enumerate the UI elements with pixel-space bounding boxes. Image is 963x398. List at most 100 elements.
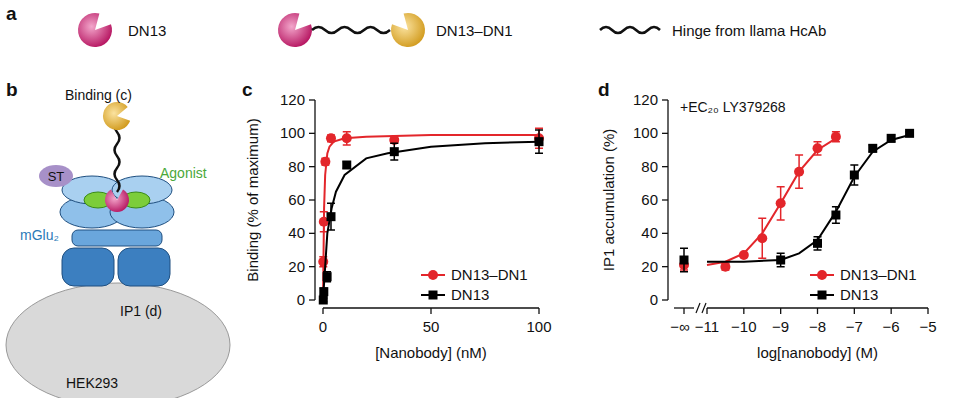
y-axis-label: IP1 accumulation (%) — [600, 129, 617, 272]
diagram-label: IP1 (d) — [120, 303, 162, 319]
receptor-crd — [72, 230, 162, 246]
axis-break — [696, 303, 700, 313]
fit-curve — [323, 142, 539, 300]
x-tick-label: −10 — [731, 318, 756, 335]
data-point — [757, 233, 767, 243]
annotation: +EC₂₀ LY379268 — [680, 99, 786, 115]
nanobody-icon — [105, 190, 129, 212]
hinge-line — [312, 27, 390, 33]
legend-marker — [817, 270, 827, 280]
error-bar — [390, 143, 398, 160]
error-bar — [323, 272, 331, 282]
nanobody-icon — [278, 13, 312, 47]
diagram-label: mGlu₂ — [20, 227, 59, 243]
legend-label: DN13 — [840, 286, 878, 303]
fit-curve — [707, 138, 836, 265]
legend-label: DN13 — [128, 22, 166, 39]
panel-a: DN13 DN13–DN1 Hinge from llama HcAb — [78, 13, 826, 47]
x-tick — [538, 308, 539, 314]
data-point — [319, 287, 328, 296]
y-tick-label: 0 — [297, 291, 305, 308]
x-tick-label: 50 — [423, 318, 440, 335]
x-tick — [891, 308, 892, 314]
data-point — [794, 167, 804, 177]
y-tick — [662, 266, 668, 267]
receptor-tm — [118, 248, 170, 286]
y-tick — [662, 166, 668, 167]
x-tick-label: −5 — [919, 318, 936, 335]
data-point — [776, 256, 785, 265]
hinge-line — [115, 120, 120, 192]
legend-label: DN13–DN1 — [436, 22, 513, 39]
y-tick-label: 80 — [288, 158, 305, 175]
data-point — [342, 161, 351, 170]
nanobody-icon — [103, 102, 130, 130]
error-bar — [814, 142, 822, 155]
y-tick — [662, 233, 668, 234]
legend-label: Hinge from llama HcAb — [672, 22, 826, 39]
error-bar — [535, 130, 543, 153]
x-tick — [780, 308, 781, 314]
panel-letter: c — [242, 79, 253, 100]
plot-area — [318, 128, 544, 304]
nanobody-icon — [78, 13, 112, 47]
y-axis-label: Binding (% of maximum) — [244, 118, 261, 281]
error-bar — [777, 253, 785, 266]
x-axis-label: [Nanobody] (nM) — [375, 344, 487, 361]
x-tick — [854, 308, 855, 314]
y-tick — [309, 99, 315, 100]
data-point — [319, 296, 328, 305]
data-point — [739, 250, 749, 260]
x-tick-label: −8 — [809, 318, 826, 335]
x-tick-label: −7 — [846, 318, 863, 335]
error-bar — [795, 155, 803, 188]
fit-curve — [323, 135, 539, 300]
data-point — [535, 137, 544, 146]
error-bar — [327, 203, 335, 230]
data-point — [813, 239, 822, 248]
baseline-point — [680, 256, 689, 265]
y-tick — [309, 133, 315, 134]
cell — [6, 283, 230, 398]
plot-area — [707, 129, 914, 272]
data-point — [868, 144, 877, 153]
x-tick-label: −11 — [695, 318, 719, 335]
x-tick-label: −∞ — [670, 318, 690, 335]
error-bar — [832, 132, 840, 142]
y-tick-label: 120 — [280, 91, 305, 108]
data-point — [326, 212, 335, 221]
error-bar — [832, 207, 840, 224]
axis-break — [702, 303, 706, 313]
y-tick-label: 20 — [288, 258, 305, 275]
y-tick-label: 60 — [641, 191, 658, 208]
y-tick-label: 100 — [280, 124, 305, 141]
diagram-label: Agonist — [160, 165, 207, 181]
y-tick — [309, 266, 315, 267]
data-point — [813, 143, 823, 153]
data-point — [831, 211, 840, 220]
y-tick — [662, 199, 668, 200]
data-point — [342, 133, 352, 143]
data-point — [831, 132, 841, 142]
y-tick — [309, 299, 315, 300]
data-point — [323, 272, 332, 281]
hinge-line — [600, 27, 660, 33]
data-point — [390, 147, 399, 156]
nanobody-icon — [391, 13, 425, 47]
x-tick-label: −6 — [883, 318, 900, 335]
legend-label: DN13 — [451, 286, 489, 303]
x-tick — [430, 308, 431, 314]
panel-letter: b — [6, 79, 18, 100]
legend-marker — [428, 270, 438, 280]
st-tag — [39, 165, 73, 187]
y-tick-label: 120 — [633, 91, 658, 108]
legend-label: DN13–DN1 — [840, 266, 917, 283]
legend-marker — [429, 291, 438, 300]
x-tick — [927, 308, 928, 314]
error-bar — [343, 132, 351, 145]
legend-label: DN13–DN1 — [451, 266, 528, 283]
data-point — [850, 171, 859, 180]
y-tick — [662, 99, 668, 100]
y-tick — [309, 199, 315, 200]
panel-letter: a — [6, 3, 17, 24]
